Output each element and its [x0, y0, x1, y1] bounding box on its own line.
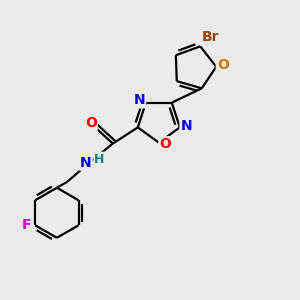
Text: H: H	[94, 153, 105, 166]
Text: O: O	[159, 137, 171, 151]
Text: F: F	[22, 218, 32, 232]
Text: N: N	[134, 93, 145, 107]
Text: O: O	[217, 58, 229, 72]
Text: N: N	[181, 119, 192, 133]
Text: O: O	[85, 116, 97, 130]
Text: N: N	[80, 156, 92, 170]
Text: Br: Br	[202, 31, 219, 44]
